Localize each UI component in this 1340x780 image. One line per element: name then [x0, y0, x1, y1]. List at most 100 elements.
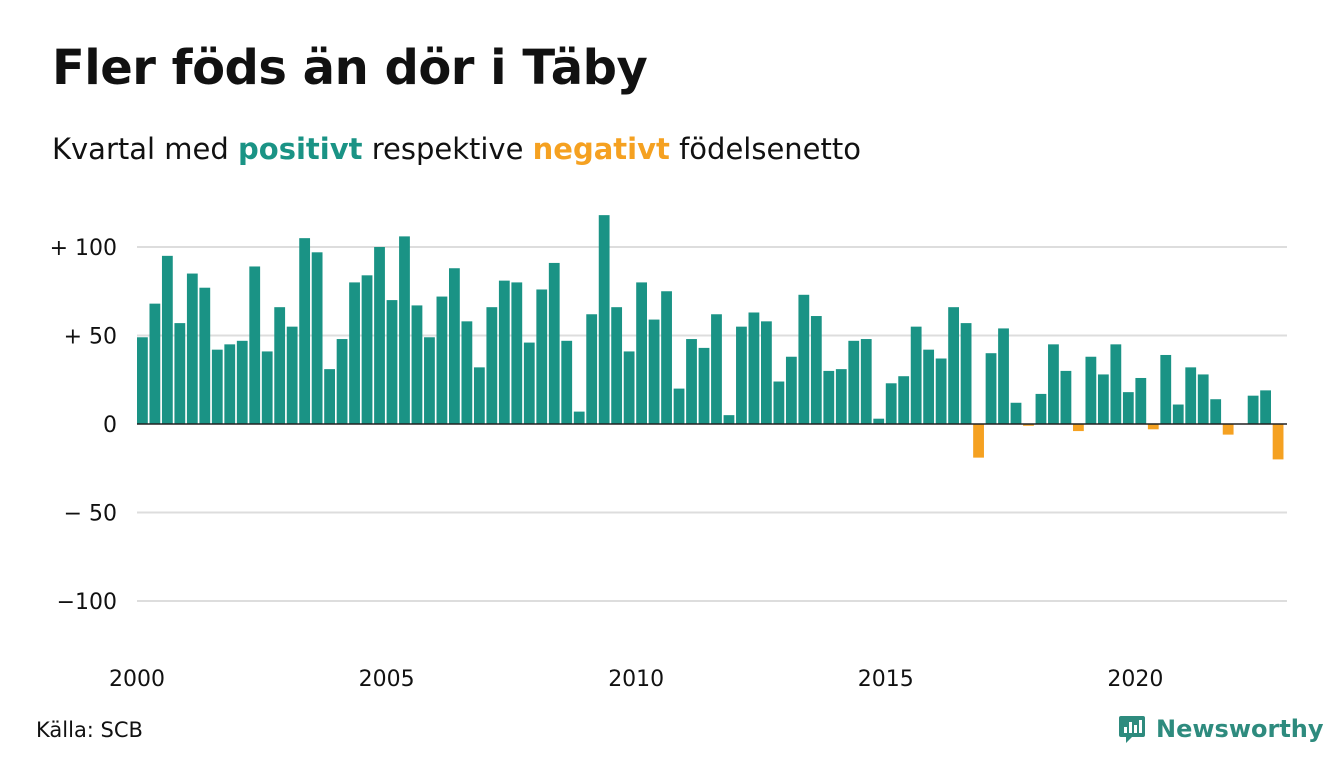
bar: [1060, 370, 1072, 424]
bar: [748, 312, 760, 424]
bar: [548, 262, 560, 424]
bar: [336, 339, 348, 424]
bar: [1185, 367, 1197, 424]
bar: [960, 323, 972, 424]
y-tick-label: + 100: [50, 236, 117, 261]
bar: [436, 296, 448, 424]
bar: [723, 415, 735, 424]
bar: [561, 340, 573, 424]
bar: [973, 424, 984, 458]
bar: [898, 376, 910, 424]
bar: [374, 247, 385, 424]
bar: [274, 307, 286, 424]
bar: [324, 369, 335, 424]
bar: [798, 294, 810, 424]
y-tick-label: −100: [57, 590, 117, 615]
brand-name: Newsworthy: [1156, 715, 1324, 743]
bar: [673, 388, 685, 424]
bar: [785, 356, 797, 424]
bar: [199, 287, 211, 424]
y-tick-label: 0: [103, 413, 117, 438]
bar-chart: + 100 + 50 0 − 50 −100 2000 2005 2010 2015 2020: [50, 215, 1287, 692]
bar: [598, 215, 610, 424]
x-tick-label: 2000: [109, 667, 165, 692]
bar: [174, 323, 186, 424]
chart-title: Fler föds än dör i Täby: [52, 40, 648, 96]
bar: [361, 275, 373, 424]
bar: [935, 358, 947, 424]
bar: [910, 326, 922, 424]
bar: [1085, 356, 1097, 424]
bar: [823, 370, 835, 424]
bar: [835, 369, 847, 424]
bar: [1035, 393, 1047, 424]
bar: [498, 280, 510, 424]
bar: [698, 347, 710, 424]
bar: [1122, 392, 1134, 424]
bar: [1210, 399, 1222, 424]
bar: [1110, 344, 1122, 424]
bar: [810, 316, 822, 424]
bar: [473, 367, 485, 424]
bar-chart-logo-icon: [1119, 716, 1145, 743]
bar: [998, 328, 1009, 424]
bar: [1010, 402, 1022, 424]
bar: [661, 291, 672, 424]
bar: [573, 411, 585, 424]
brand-logo: Newsworthy: [1118, 714, 1324, 744]
subtitle-middle: respektive: [362, 132, 533, 166]
bar: [1023, 424, 1034, 426]
bar: [1160, 354, 1172, 424]
bar: [161, 255, 173, 424]
bar: [186, 273, 198, 424]
bar: [686, 339, 697, 424]
bar: [1172, 404, 1184, 424]
x-tick-label: 2010: [608, 667, 664, 692]
bar: [211, 349, 223, 424]
bar: [511, 282, 523, 424]
bar: [286, 326, 298, 424]
subtitle-positive: positivt: [238, 132, 363, 166]
chart-subtitle: Kvartal med positivt respektive negativt…: [52, 132, 861, 166]
bar: [449, 268, 460, 424]
bar: [648, 319, 660, 424]
bar: [461, 321, 473, 424]
bar: [773, 381, 785, 424]
x-tick-label: 2005: [359, 667, 415, 692]
bar: [611, 307, 623, 424]
bar: [311, 252, 323, 424]
bar: [411, 305, 423, 424]
bar: [424, 337, 435, 424]
source-note: Källa: SCB: [36, 718, 143, 742]
bar: [1073, 424, 1084, 432]
bar: [486, 307, 498, 424]
bar: [523, 342, 535, 424]
bar: [1048, 344, 1059, 424]
bar: [236, 340, 248, 424]
bar: [860, 339, 872, 424]
bar: [985, 353, 997, 424]
bar: [923, 349, 935, 424]
bar: [399, 236, 410, 424]
bar: [948, 307, 959, 424]
bar: [536, 289, 548, 424]
bar: [1247, 395, 1259, 424]
bar: [1260, 390, 1271, 424]
bar: [224, 344, 236, 424]
bar: [249, 266, 261, 424]
bar: [1272, 424, 1284, 460]
bar: [873, 418, 885, 424]
subtitle-negative: negativt: [532, 132, 670, 166]
bar: [1097, 374, 1109, 424]
bar: [1147, 424, 1159, 430]
bar: [711, 314, 722, 424]
bar: [586, 314, 598, 424]
subtitle-prefix: Kvartal med: [52, 132, 239, 166]
bar: [736, 326, 747, 424]
bar: [349, 282, 360, 424]
x-tick-label: 2015: [858, 667, 914, 692]
bar: [623, 351, 635, 424]
subtitle-suffix: födelsenetto: [669, 132, 861, 166]
bar: [299, 238, 311, 424]
bar: [1135, 377, 1147, 424]
